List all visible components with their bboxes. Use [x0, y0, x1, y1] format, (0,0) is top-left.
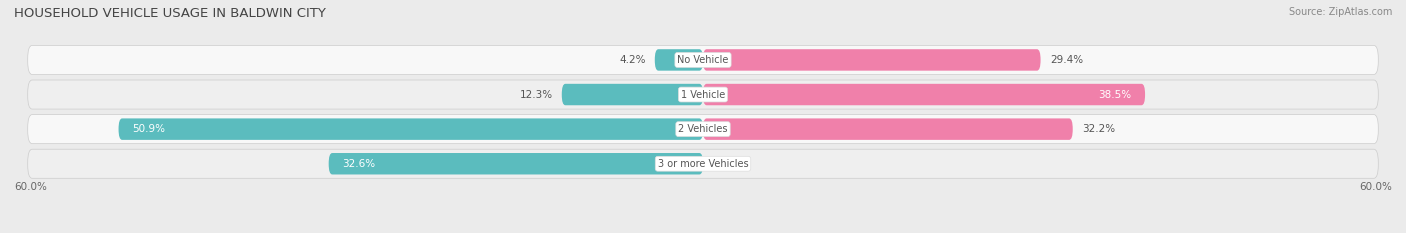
Text: 50.9%: 50.9%	[132, 124, 166, 134]
Text: 60.0%: 60.0%	[1360, 182, 1392, 192]
FancyBboxPatch shape	[703, 118, 1073, 140]
Text: No Vehicle: No Vehicle	[678, 55, 728, 65]
Text: 12.3%: 12.3%	[519, 89, 553, 99]
Text: 29.4%: 29.4%	[1050, 55, 1083, 65]
FancyBboxPatch shape	[28, 80, 1378, 109]
FancyBboxPatch shape	[703, 84, 1144, 105]
FancyBboxPatch shape	[118, 118, 703, 140]
FancyBboxPatch shape	[562, 84, 703, 105]
FancyBboxPatch shape	[329, 153, 703, 175]
Text: 0.0%: 0.0%	[713, 159, 738, 169]
Text: 32.6%: 32.6%	[343, 159, 375, 169]
Text: 3 or more Vehicles: 3 or more Vehicles	[658, 159, 748, 169]
Text: 1 Vehicle: 1 Vehicle	[681, 89, 725, 99]
FancyBboxPatch shape	[28, 45, 1378, 75]
Text: 60.0%: 60.0%	[14, 182, 46, 192]
Text: Source: ZipAtlas.com: Source: ZipAtlas.com	[1288, 7, 1392, 17]
Text: 32.2%: 32.2%	[1083, 124, 1115, 134]
FancyBboxPatch shape	[703, 49, 1040, 71]
FancyBboxPatch shape	[28, 149, 1378, 178]
FancyBboxPatch shape	[28, 115, 1378, 144]
Text: 38.5%: 38.5%	[1098, 89, 1132, 99]
Text: 2 Vehicles: 2 Vehicles	[678, 124, 728, 134]
Text: HOUSEHOLD VEHICLE USAGE IN BALDWIN CITY: HOUSEHOLD VEHICLE USAGE IN BALDWIN CITY	[14, 7, 326, 20]
Text: 4.2%: 4.2%	[619, 55, 645, 65]
FancyBboxPatch shape	[655, 49, 703, 71]
